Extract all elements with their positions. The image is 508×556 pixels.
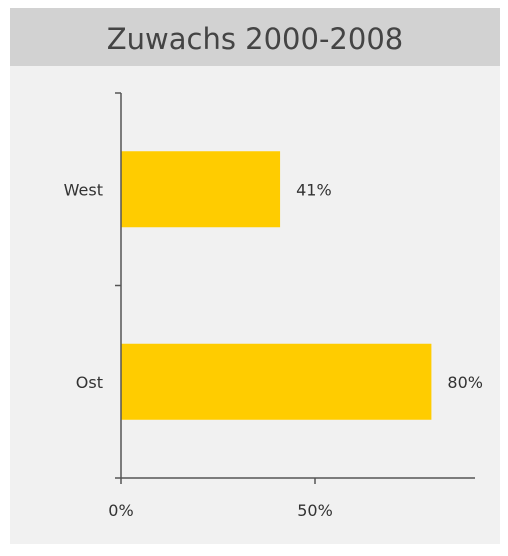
x-tick-label: 50% [297,501,333,520]
chart-title: Zuwachs 2000-2008 [107,22,403,56]
category-label-west: West [64,180,103,199]
data-label-ost: 80% [447,373,483,392]
category-label-ost: Ost [76,373,103,392]
axes-layer: West 41% Ost 80% 0% 50% [64,92,483,520]
data-label-west: 41% [296,180,332,199]
title-band [10,8,500,66]
bar-ost [121,343,432,420]
x-tick-label: 0% [108,501,133,520]
bars-layer [121,151,432,420]
bar-west [121,151,281,228]
plot-background [10,66,500,544]
